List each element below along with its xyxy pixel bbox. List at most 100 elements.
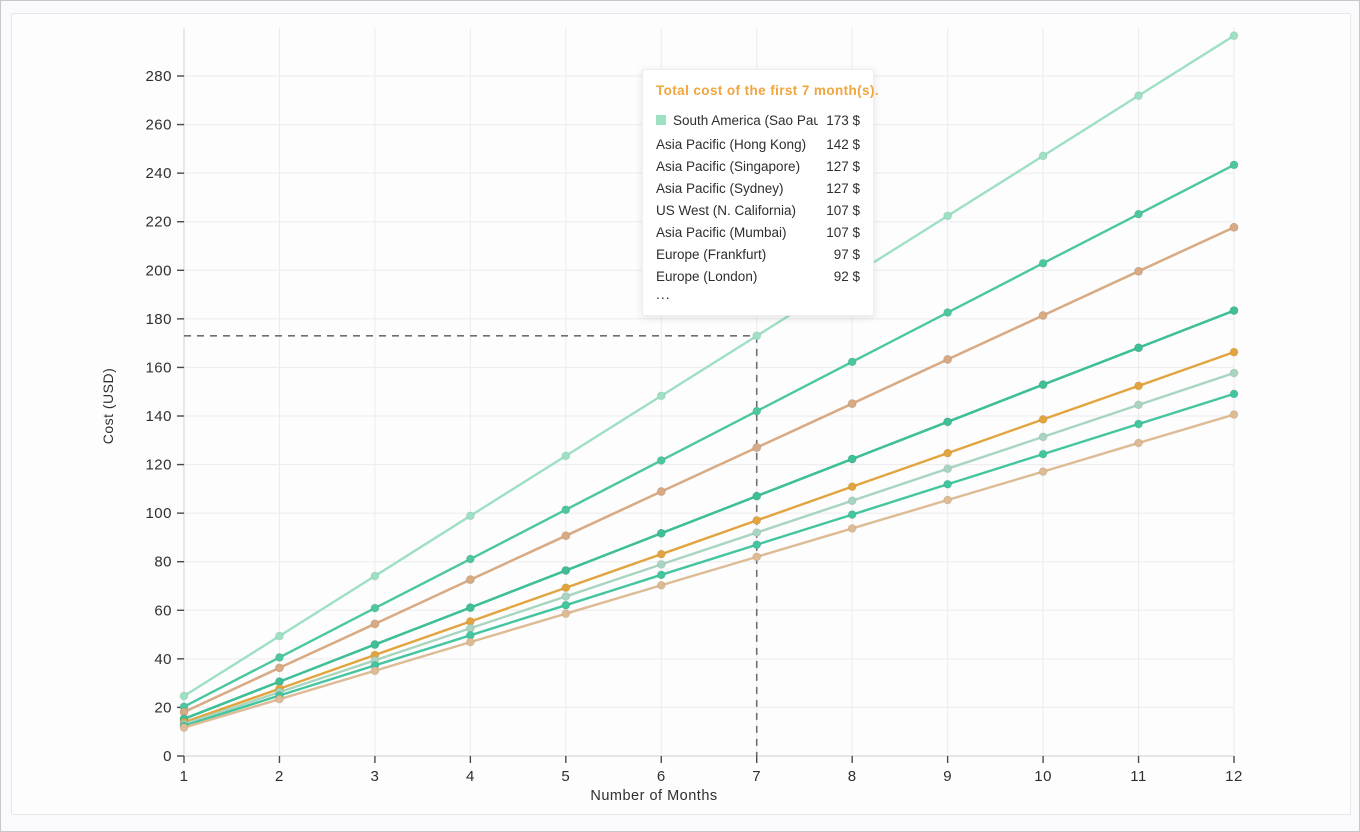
data-point[interactable] bbox=[561, 583, 571, 593]
y-tick-label: 140 bbox=[145, 408, 172, 425]
tooltip-row-value: 127 $ bbox=[826, 180, 860, 196]
data-point[interactable] bbox=[1229, 160, 1239, 170]
data-point[interactable] bbox=[656, 391, 666, 401]
data-point[interactable] bbox=[943, 354, 953, 364]
x-tick-label: 8 bbox=[848, 768, 857, 785]
data-point[interactable] bbox=[656, 487, 666, 497]
y-tick-label: 160 bbox=[145, 359, 172, 376]
data-point[interactable] bbox=[752, 540, 762, 550]
data-point[interactable] bbox=[752, 331, 762, 341]
data-point[interactable] bbox=[943, 495, 953, 505]
data-point[interactable] bbox=[561, 600, 571, 610]
data-point[interactable] bbox=[943, 479, 953, 489]
data-point[interactable] bbox=[1038, 310, 1048, 320]
data-point[interactable] bbox=[561, 505, 571, 515]
tooltip-row-label: Asia Pacific (Hong Kong) bbox=[656, 136, 807, 152]
y-tick-label: 100 bbox=[145, 505, 172, 522]
data-point[interactable] bbox=[656, 528, 666, 538]
data-point[interactable] bbox=[561, 591, 571, 601]
data-point[interactable] bbox=[943, 211, 953, 221]
x-tick-label: 10 bbox=[1034, 768, 1052, 785]
data-point[interactable] bbox=[370, 666, 380, 676]
data-point[interactable] bbox=[1038, 432, 1048, 442]
data-point[interactable] bbox=[561, 451, 571, 461]
data-point[interactable] bbox=[847, 454, 857, 464]
data-point[interactable] bbox=[656, 559, 666, 569]
data-point[interactable] bbox=[752, 406, 762, 416]
data-point[interactable] bbox=[1134, 343, 1144, 353]
data-point[interactable] bbox=[274, 652, 284, 662]
y-tick-label: 120 bbox=[145, 457, 172, 474]
data-point[interactable] bbox=[561, 531, 571, 541]
x-tick-label: 6 bbox=[657, 768, 666, 785]
data-point[interactable] bbox=[656, 580, 666, 590]
data-point[interactable] bbox=[656, 570, 666, 580]
data-point[interactable] bbox=[1134, 419, 1144, 429]
y-tick-label: 40 bbox=[154, 651, 172, 668]
chart-tooltip: Total cost of the first 7 month(s). Sout… bbox=[642, 69, 879, 316]
data-point[interactable] bbox=[847, 496, 857, 506]
data-point[interactable] bbox=[943, 448, 953, 458]
data-point[interactable] bbox=[752, 552, 762, 562]
data-point[interactable] bbox=[847, 482, 857, 492]
data-point[interactable] bbox=[370, 619, 380, 629]
data-point[interactable] bbox=[1038, 467, 1048, 477]
data-point[interactable] bbox=[465, 603, 475, 613]
data-point[interactable] bbox=[1038, 258, 1048, 268]
data-point[interactable] bbox=[1038, 151, 1048, 161]
data-point[interactable] bbox=[1038, 380, 1048, 390]
data-point[interactable] bbox=[847, 357, 857, 367]
data-point[interactable] bbox=[943, 417, 953, 427]
series-6 bbox=[179, 306, 1239, 724]
data-point[interactable] bbox=[847, 523, 857, 533]
data-point[interactable] bbox=[1134, 209, 1144, 219]
data-point[interactable] bbox=[1229, 306, 1239, 316]
data-point[interactable] bbox=[752, 528, 762, 538]
data-point[interactable] bbox=[1038, 414, 1048, 424]
data-point[interactable] bbox=[1134, 381, 1144, 391]
data-point[interactable] bbox=[1134, 266, 1144, 276]
data-point[interactable] bbox=[1229, 347, 1239, 357]
series-4 bbox=[179, 222, 1239, 717]
tooltip-row-label: Europe (Frankfurt) bbox=[656, 246, 767, 262]
data-point[interactable] bbox=[752, 443, 762, 453]
data-point[interactable] bbox=[274, 663, 284, 673]
data-point[interactable] bbox=[1229, 368, 1239, 378]
data-point[interactable] bbox=[1229, 222, 1239, 232]
tooltip-row-value: 92 $ bbox=[833, 268, 860, 284]
data-point[interactable] bbox=[465, 511, 475, 521]
data-point[interactable] bbox=[656, 455, 666, 465]
data-point[interactable] bbox=[370, 571, 380, 581]
tooltip-rows: South America (Sao Paulo) 173 $ Asia Pacif… bbox=[656, 107, 860, 287]
data-point[interactable] bbox=[274, 631, 284, 641]
data-point[interactable] bbox=[1229, 389, 1239, 399]
data-point[interactable] bbox=[179, 723, 189, 733]
data-point[interactable] bbox=[1229, 410, 1239, 420]
data-point[interactable] bbox=[752, 515, 762, 525]
data-point[interactable] bbox=[561, 565, 571, 575]
y-tick-label: 240 bbox=[145, 165, 172, 182]
data-point[interactable] bbox=[1038, 449, 1048, 459]
data-point[interactable] bbox=[943, 308, 953, 318]
data-point[interactable] bbox=[465, 575, 475, 585]
data-point[interactable] bbox=[274, 694, 284, 704]
y-axis-title: Cost (USD) bbox=[100, 368, 116, 445]
data-point[interactable] bbox=[847, 510, 857, 520]
series-line bbox=[182, 226, 1236, 714]
data-point[interactable] bbox=[847, 399, 857, 409]
data-point[interactable] bbox=[370, 640, 380, 650]
data-point[interactable] bbox=[1229, 31, 1239, 41]
data-point[interactable] bbox=[179, 691, 189, 701]
series-line bbox=[182, 350, 1236, 724]
data-point[interactable] bbox=[465, 554, 475, 564]
data-point[interactable] bbox=[752, 491, 762, 501]
data-point[interactable] bbox=[1134, 400, 1144, 410]
data-point[interactable] bbox=[1134, 91, 1144, 101]
data-point[interactable] bbox=[561, 609, 571, 619]
data-point[interactable] bbox=[943, 464, 953, 474]
data-point[interactable] bbox=[370, 603, 380, 613]
data-point[interactable] bbox=[1134, 438, 1144, 448]
data-point[interactable] bbox=[465, 637, 475, 647]
data-point[interactable] bbox=[656, 549, 666, 559]
